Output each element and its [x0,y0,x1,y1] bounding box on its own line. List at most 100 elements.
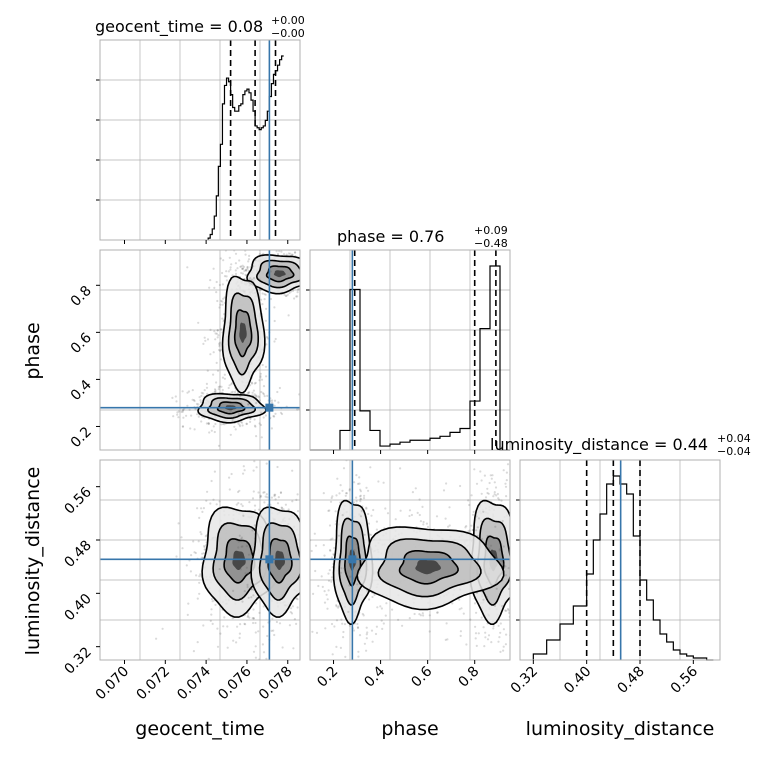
scatter-point [316,256,318,258]
scatter-point [502,563,505,566]
scatter-point [304,259,306,261]
scatter-point [202,624,205,627]
scatter-point [273,306,276,309]
scatter-point [215,291,218,294]
scatter-point [232,639,235,642]
scatter-point [175,555,178,558]
scatter-point [306,262,308,264]
scatter-point [220,328,223,331]
scatter-point [492,624,495,628]
scatter-point [504,643,507,646]
scatter-point [273,404,276,407]
scatter-point [334,523,337,526]
scatter-point [416,511,419,514]
scatter-point [219,257,222,260]
y-tick-label: 0.6 [68,330,95,357]
scatter-point [329,500,333,503]
histogram-panel-luminosity_distance [516,459,721,661]
scatter-point [212,498,215,501]
scatter-point [384,614,387,617]
scatter-point [371,595,374,599]
scatter-point [517,557,519,559]
scatter-point [258,278,261,281]
scatter-point [230,383,233,386]
scatter-point [247,553,251,556]
scatter-point [321,284,323,286]
scatter-point [186,391,189,394]
scatter-point [310,549,313,553]
scatter-point [246,583,249,587]
scatter-point [458,598,461,601]
scatter-point [246,265,249,269]
scatter-point [359,488,362,491]
scatter-point [247,572,250,576]
scatter-point [465,643,468,646]
scatter-point [263,501,266,504]
scatter-point [234,262,237,265]
histogram-bar [547,640,560,660]
scatter-point [302,603,304,605]
scatter-point [258,399,261,402]
scatter-point [339,646,342,650]
scatter-point [401,624,404,627]
histogram-bar [340,430,350,450]
scatter-point [498,549,501,552]
scatter-point [199,401,203,404]
scatter-point [504,455,506,457]
scatter-point [375,625,378,628]
scatter-point [204,339,207,342]
scatter-point [356,622,359,626]
scatter-point [215,361,218,364]
scatter-point [504,482,507,485]
scatter-point [486,534,489,537]
scatter-point [305,280,307,282]
scatter-point [188,408,191,411]
scatter-point [301,278,303,280]
scatter-point [369,466,372,469]
scatter-point [254,631,257,634]
scatter-point [471,513,475,516]
scatter-point [265,657,268,660]
scatter-point [259,495,263,498]
x-tick-label: 0.6 [408,663,435,690]
scatter-point [238,259,241,262]
scatter-point [260,390,263,394]
scatter-point [372,508,375,512]
scatter-point [330,622,334,626]
scatter-point [313,289,315,291]
scatter-point [264,495,267,498]
scatter-point [216,627,219,630]
histogram-bar [410,440,420,450]
scatter-point [187,390,191,393]
scatter-point [221,376,225,379]
scatter-point [262,252,265,255]
scatter-point [252,389,255,392]
scatter-point [467,499,470,502]
scatter-point [370,629,374,632]
scatter-point [245,422,248,426]
scatter-point [229,409,232,412]
scatter-point [488,481,491,485]
scatter-point [470,524,473,527]
scatter-point [254,621,257,625]
scatter-point [506,463,510,466]
scatter-point [217,385,220,389]
scatter-point [305,274,307,276]
scatter-point [296,288,299,291]
scatter-point [241,504,244,508]
scatter-point [522,603,524,605]
scatter-point [304,558,306,560]
scatter-point [233,390,237,394]
scatter-point [290,612,294,615]
scatter-point [302,524,304,526]
scatter-point [374,632,378,636]
scatter-point [343,567,346,570]
scatter-point [418,513,421,517]
scatter-point [363,533,366,536]
scatter-point [297,287,300,291]
scatter-point [215,503,218,506]
scatter-point [313,254,315,256]
scatter-point [189,570,192,573]
scatter-point [287,508,290,511]
scatter-point [200,391,203,394]
